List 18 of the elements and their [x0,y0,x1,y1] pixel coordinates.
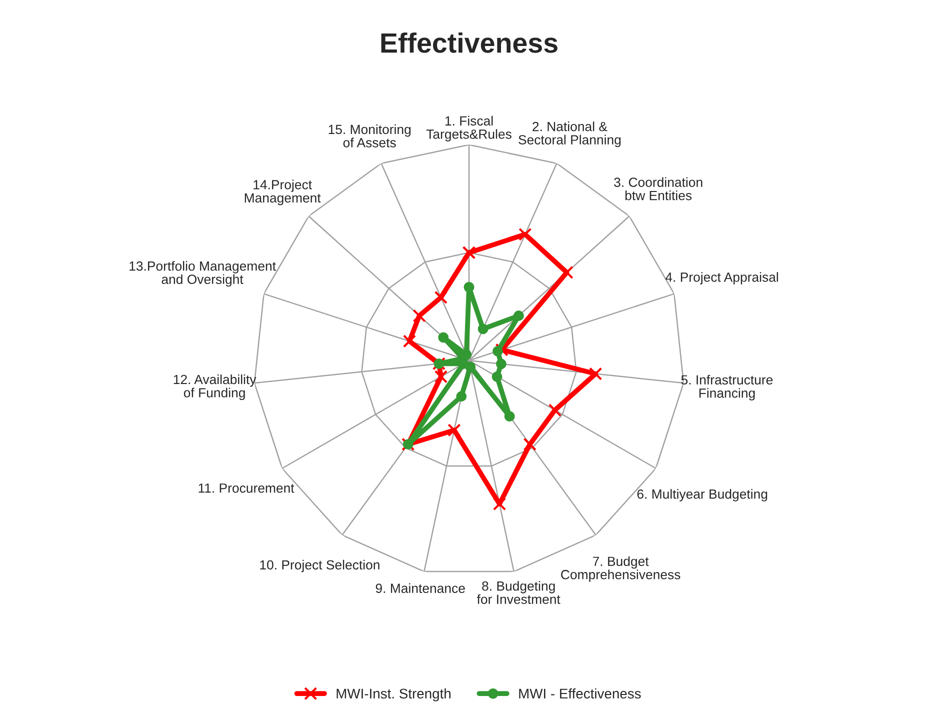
spoke-label: 5. Infrastructure Financing [681,374,773,400]
legend-label: MWI-Inst. Strength [336,688,450,702]
spoke-label: 4. Project Appraisal [665,272,778,284]
spoke-label: 10. Project Selection [260,560,380,572]
spoke-label: 2. National & Sectoral Planning [518,122,621,148]
spoke-label: 8. Budgeting for Investment [476,581,560,604]
chart-title: Effectiveness [381,32,558,53]
spoke-label: 9. Maintenance [376,583,465,593]
spoke-label: 15. Monitoring of Assets [328,124,411,148]
spoke-label: 11. Procurement [198,484,294,493]
spoke-label: 7. Budget Comprehensiveness [561,556,680,582]
legend-label: MWI - Effectiveness [519,688,641,699]
spoke-label: 14.Project Management [244,180,321,206]
spoke-label: 3. Coordination btw Entities [614,177,702,200]
spoke-label: 12. Availability of Funding [174,374,256,400]
spoke-label: 1. Fiscal Targets&Rules [426,116,512,142]
spoke-label: 13.Portfolio Management and Oversight [130,261,276,287]
spoke-label: 6. Multiyear Budgeting [637,489,768,502]
